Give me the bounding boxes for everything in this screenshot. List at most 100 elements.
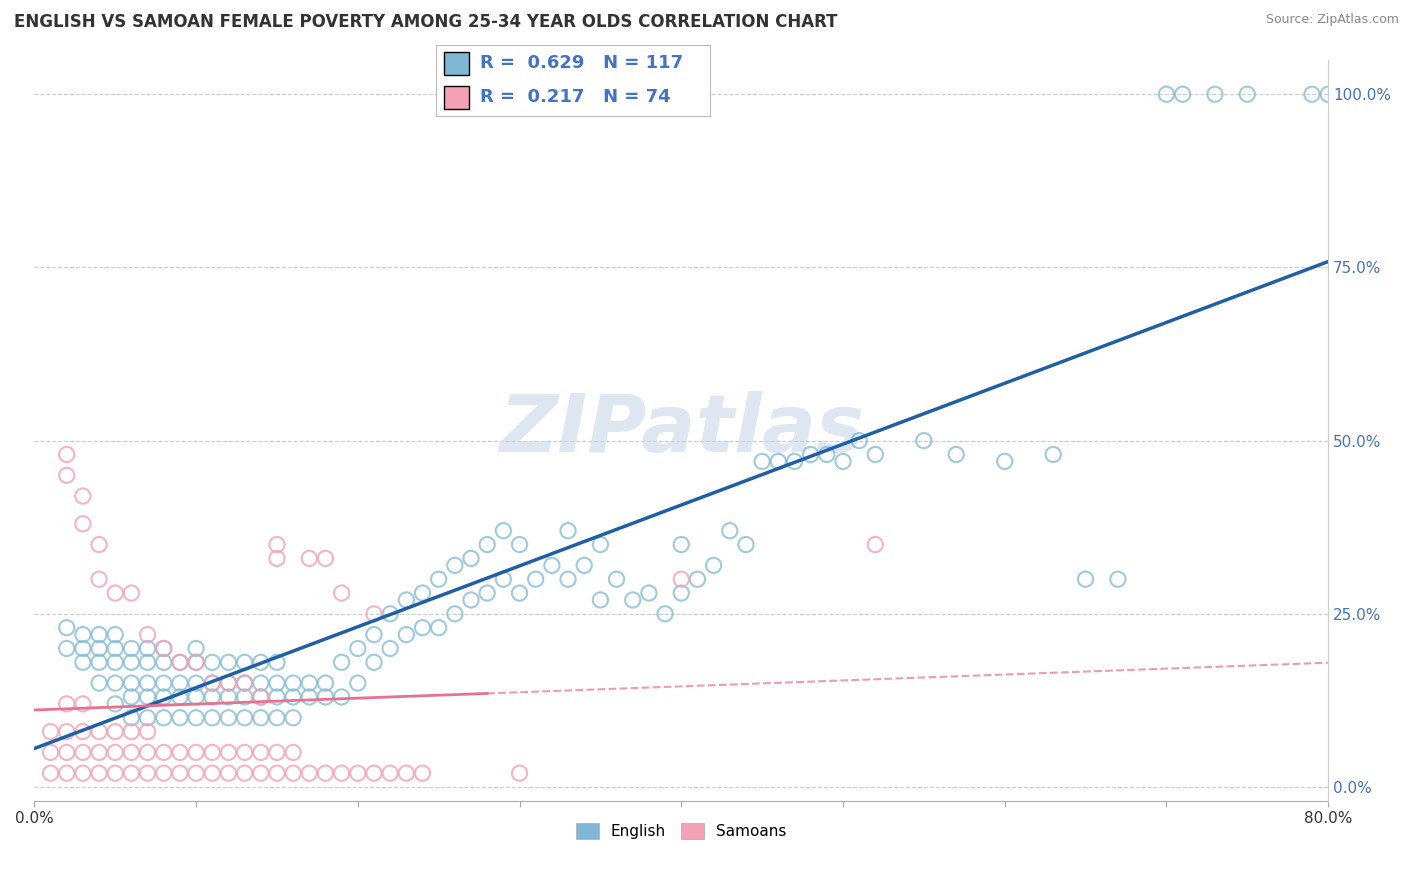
Point xyxy=(1301,87,1323,102)
Point xyxy=(395,593,418,607)
Point xyxy=(800,448,823,462)
Point xyxy=(330,690,353,704)
Point xyxy=(136,745,159,759)
Point xyxy=(1204,87,1226,102)
Point xyxy=(136,627,159,641)
Point xyxy=(169,676,191,690)
Point xyxy=(184,656,207,670)
Point xyxy=(87,641,110,656)
Point xyxy=(233,745,256,759)
Point xyxy=(266,656,288,670)
Point xyxy=(217,690,239,704)
Point xyxy=(184,711,207,725)
Point xyxy=(120,676,142,690)
Point xyxy=(783,454,806,468)
Point xyxy=(87,724,110,739)
Point xyxy=(477,537,499,551)
Point xyxy=(217,745,239,759)
Point xyxy=(1074,572,1097,586)
Point xyxy=(735,537,758,551)
Point xyxy=(201,690,224,704)
Point xyxy=(768,454,790,468)
Point xyxy=(233,766,256,780)
Point xyxy=(460,593,482,607)
Point xyxy=(217,656,239,670)
Point xyxy=(266,745,288,759)
Point xyxy=(152,690,174,704)
Point xyxy=(298,690,321,704)
Point xyxy=(104,656,127,670)
Point xyxy=(55,448,77,462)
Point xyxy=(184,766,207,780)
Point xyxy=(201,676,224,690)
Point xyxy=(55,641,77,656)
Point xyxy=(1317,87,1340,102)
Point xyxy=(87,627,110,641)
Point xyxy=(815,448,838,462)
Point xyxy=(330,766,353,780)
Point xyxy=(865,448,887,462)
Point xyxy=(606,572,628,586)
Point xyxy=(184,745,207,759)
Point xyxy=(266,551,288,566)
Point xyxy=(330,586,353,600)
Point xyxy=(72,641,94,656)
Point xyxy=(136,656,159,670)
Point xyxy=(541,558,564,573)
Point xyxy=(104,766,127,780)
Point xyxy=(104,745,127,759)
Point xyxy=(363,607,385,621)
Point xyxy=(233,676,256,690)
Point xyxy=(492,572,515,586)
Text: R =  0.217   N = 74: R = 0.217 N = 74 xyxy=(479,88,671,106)
Point xyxy=(55,745,77,759)
Point xyxy=(201,745,224,759)
Point xyxy=(848,434,870,448)
Point xyxy=(136,711,159,725)
Point xyxy=(363,627,385,641)
Point xyxy=(832,454,855,468)
Text: Source: ZipAtlas.com: Source: ZipAtlas.com xyxy=(1265,13,1399,27)
Point xyxy=(912,434,935,448)
FancyBboxPatch shape xyxy=(444,86,468,109)
Point xyxy=(136,724,159,739)
Point xyxy=(363,656,385,670)
Point xyxy=(346,766,368,780)
Point xyxy=(249,690,271,704)
Point xyxy=(184,690,207,704)
Point xyxy=(87,537,110,551)
Point xyxy=(217,711,239,725)
Point xyxy=(152,656,174,670)
Point xyxy=(509,586,531,600)
Point xyxy=(39,766,62,780)
Point xyxy=(330,656,353,670)
Point xyxy=(72,745,94,759)
Point xyxy=(574,558,596,573)
Point xyxy=(557,524,579,538)
Point xyxy=(346,676,368,690)
Point xyxy=(314,551,336,566)
Point xyxy=(427,572,450,586)
Point xyxy=(378,641,401,656)
Point xyxy=(945,448,967,462)
Point xyxy=(169,656,191,670)
Point xyxy=(266,690,288,704)
Point xyxy=(72,627,94,641)
Point xyxy=(136,766,159,780)
Point xyxy=(136,690,159,704)
Point xyxy=(104,641,127,656)
Point xyxy=(233,676,256,690)
Point xyxy=(346,641,368,656)
Point xyxy=(363,766,385,780)
Point xyxy=(72,516,94,531)
Point xyxy=(1156,87,1178,102)
Point xyxy=(298,551,321,566)
Point xyxy=(412,766,434,780)
Point xyxy=(509,537,531,551)
Point xyxy=(55,766,77,780)
Point xyxy=(120,711,142,725)
Point xyxy=(120,745,142,759)
Point xyxy=(136,641,159,656)
Point xyxy=(638,586,661,600)
Point xyxy=(444,607,467,621)
